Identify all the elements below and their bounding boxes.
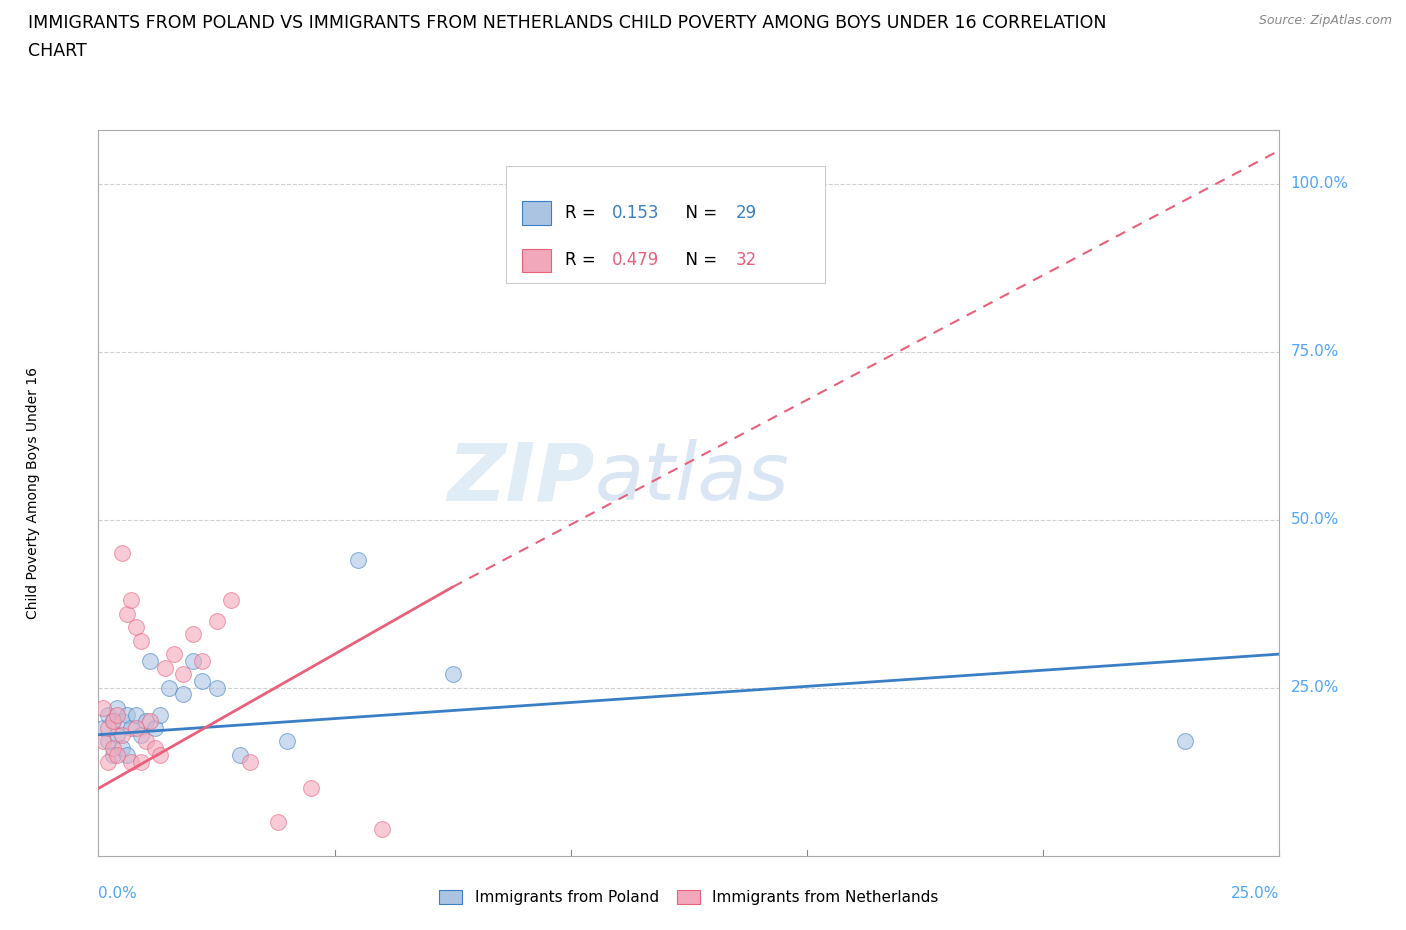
Point (239, 754, 262, 769)
Point (163, 646, 186, 661)
Point (129, 633, 152, 648)
Text: 29: 29 (737, 205, 758, 222)
Point (91, 700, 114, 715)
FancyBboxPatch shape (506, 166, 825, 283)
Point (101, 714, 124, 729)
Text: 0.479: 0.479 (612, 251, 659, 270)
Point (796, 177, 818, 192)
Point (105, 707, 128, 722)
Point (129, 754, 152, 769)
Point (135, 734, 157, 749)
Text: 25.0%: 25.0% (1291, 680, 1339, 696)
Text: 75.0%: 75.0% (1291, 344, 1339, 359)
Point (229, 748, 252, 763)
Point (115, 606, 138, 621)
Text: 100.0%: 100.0% (1291, 177, 1348, 192)
Text: atlas: atlas (595, 439, 789, 517)
Text: N =: N = (675, 251, 723, 270)
Point (299, 781, 322, 796)
Point (101, 740, 124, 755)
Point (371, 821, 394, 836)
Point (91, 734, 114, 749)
Text: IMMIGRANTS FROM POLAND VS IMMIGRANTS FROM NETHERLANDS CHILD POVERTY AMONG BOYS U: IMMIGRANTS FROM POLAND VS IMMIGRANTS FRO… (28, 14, 1107, 32)
Point (115, 748, 138, 763)
Point (1174, 734, 1197, 749)
Point (97, 707, 120, 722)
Point (219, 593, 242, 608)
Point (97, 754, 120, 769)
Point (111, 740, 134, 755)
Point (347, 552, 370, 567)
Point (191, 654, 214, 669)
Text: 50.0%: 50.0% (1291, 512, 1339, 527)
FancyBboxPatch shape (523, 202, 551, 225)
Point (101, 714, 124, 729)
Point (105, 700, 128, 715)
Text: Source: ZipAtlas.com: Source: ZipAtlas.com (1258, 14, 1392, 27)
Point (191, 673, 214, 688)
Point (181, 627, 204, 642)
FancyBboxPatch shape (523, 248, 551, 272)
Text: Child Poverty Among Boys Under 16: Child Poverty Among Boys Under 16 (27, 367, 41, 618)
Text: 25.0%: 25.0% (1232, 886, 1279, 901)
Point (153, 660, 176, 675)
Point (105, 727, 128, 742)
Point (115, 707, 138, 722)
Point (125, 707, 148, 722)
Text: R =: R = (565, 205, 600, 222)
Point (125, 619, 148, 634)
Point (276, 734, 298, 749)
Point (172, 667, 194, 682)
Point (91, 721, 114, 736)
Point (267, 815, 290, 830)
Text: 0.153: 0.153 (612, 205, 659, 222)
Text: N =: N = (675, 205, 723, 222)
Point (135, 714, 157, 729)
Point (157, 680, 180, 695)
Point (129, 727, 152, 742)
Point (149, 748, 172, 763)
Point (143, 721, 166, 736)
Point (121, 593, 143, 608)
Text: 0.0%: 0.0% (98, 886, 138, 901)
Point (111, 546, 134, 561)
Point (111, 727, 134, 742)
Point (121, 754, 143, 769)
Point (441, 667, 464, 682)
Point (172, 687, 194, 702)
Point (139, 654, 162, 669)
Point (149, 707, 172, 722)
Text: R =: R = (565, 251, 600, 270)
Point (111, 714, 134, 729)
Point (139, 714, 162, 729)
Point (205, 613, 228, 628)
Text: ZIP: ZIP (447, 439, 595, 517)
Point (101, 748, 124, 763)
Point (205, 680, 228, 695)
Point (125, 721, 148, 736)
Text: CHART: CHART (28, 42, 87, 60)
Point (143, 740, 166, 755)
Point (105, 748, 128, 763)
Point (121, 721, 143, 736)
Legend: Immigrants from Poland, Immigrants from Netherlands: Immigrants from Poland, Immigrants from … (434, 885, 943, 910)
Text: 32: 32 (737, 251, 758, 270)
Point (97, 734, 120, 749)
Point (181, 654, 204, 669)
Point (97, 721, 120, 736)
